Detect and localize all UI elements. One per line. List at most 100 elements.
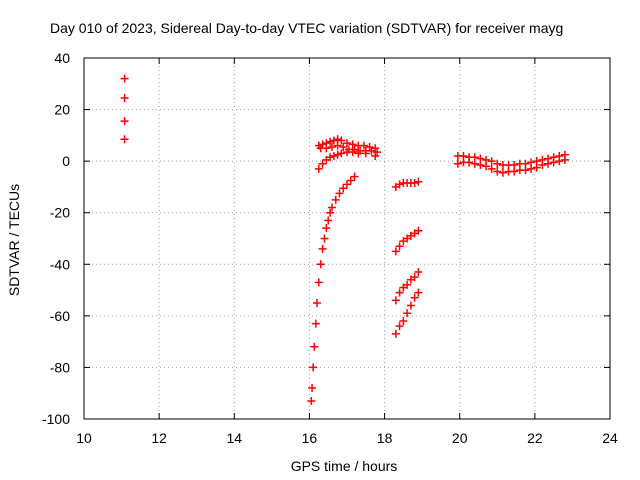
- data-point: [395, 322, 404, 331]
- x-tick-label: 24: [602, 430, 618, 446]
- data-point: [391, 247, 400, 256]
- y-tick-label: 0: [62, 153, 70, 169]
- data-point: [326, 153, 335, 162]
- data-point: [395, 288, 404, 297]
- data-point: [453, 159, 462, 168]
- data-point: [327, 203, 336, 212]
- data-point: [498, 168, 507, 177]
- data-point: [365, 142, 374, 151]
- data-point: [403, 309, 412, 318]
- data-point: [318, 159, 327, 168]
- data-point: [395, 180, 404, 189]
- grid: [84, 58, 610, 419]
- data-point: [316, 260, 325, 269]
- data-point: [318, 244, 327, 253]
- y-axis-label: SDTVAR / TECUs: [6, 184, 22, 296]
- data-point: [465, 158, 474, 167]
- data-point: [510, 167, 519, 176]
- data-point: [414, 177, 423, 186]
- data-point: [476, 161, 485, 170]
- data-point: [527, 164, 536, 173]
- data-point: [120, 135, 129, 144]
- data-point: [410, 179, 419, 188]
- data-point: [406, 301, 415, 310]
- x-tick-label: 14: [226, 430, 242, 446]
- data-point: [560, 155, 569, 164]
- data-point: [350, 172, 359, 181]
- data-point: [322, 224, 331, 233]
- y-tick-label: -80: [50, 359, 70, 375]
- data-point: [532, 163, 541, 172]
- data-point: [470, 159, 479, 168]
- x-tick-label: 16: [302, 430, 318, 446]
- data-point: [331, 195, 340, 204]
- data-point: [311, 319, 320, 328]
- data-point: [326, 208, 335, 217]
- data-point: [120, 74, 129, 83]
- data-point: [312, 298, 321, 307]
- data-point: [373, 148, 382, 157]
- data-point: [544, 159, 553, 168]
- data-point: [399, 317, 408, 326]
- data-point: [414, 268, 423, 277]
- data-point: [320, 234, 329, 243]
- data-point: [337, 136, 346, 145]
- data-point: [359, 141, 368, 150]
- data-point: [326, 137, 335, 146]
- y-tick-label: 20: [54, 102, 70, 118]
- data-point: [482, 162, 491, 171]
- data-point: [391, 296, 400, 305]
- data-point: [346, 176, 355, 185]
- data-point: [329, 151, 338, 160]
- data-point: [333, 150, 342, 159]
- x-tick-label: 18: [377, 430, 393, 446]
- data-point: [391, 329, 400, 338]
- y-tick-label: -40: [50, 256, 70, 272]
- data-point: [322, 144, 331, 153]
- data-point: [403, 280, 412, 289]
- data-point: [327, 142, 336, 151]
- data-point: [339, 184, 348, 193]
- data-point: [343, 180, 351, 189]
- data-point: [309, 363, 318, 372]
- x-tick-label: 12: [151, 430, 167, 446]
- data-point: [335, 189, 344, 198]
- data-point: [414, 226, 423, 235]
- plot-frame: [83, 57, 611, 420]
- data-point: [521, 166, 530, 175]
- data-point: [308, 384, 317, 393]
- data-point: [549, 158, 558, 167]
- data-point: [310, 342, 319, 351]
- data-point: [487, 157, 496, 166]
- data-point: [307, 396, 316, 405]
- x-tick-label: 10: [76, 430, 92, 446]
- data-point: [371, 151, 380, 160]
- data-point: [348, 140, 357, 149]
- data-point: [314, 164, 323, 173]
- data-point: [333, 141, 342, 150]
- chart-title: Day 010 of 2023, Sidereal Day-to-day VTE…: [50, 20, 563, 36]
- data-point: [410, 273, 419, 282]
- data-point: [395, 242, 404, 251]
- data-point: [120, 117, 129, 126]
- data-point: [367, 146, 376, 155]
- y-tick-label: -100: [42, 411, 70, 427]
- data-point: [538, 161, 547, 170]
- y-tick-label: -20: [50, 205, 70, 221]
- data-point: [414, 288, 423, 297]
- data-point: [337, 149, 346, 158]
- y-tick-label: 40: [54, 50, 70, 66]
- data-point: [318, 140, 327, 149]
- data-point: [487, 164, 496, 173]
- x-axis-label: GPS time / hours: [291, 458, 398, 474]
- data-point: [120, 93, 129, 102]
- data-point: [493, 159, 502, 168]
- data-point: [350, 145, 359, 154]
- data-point: [343, 139, 351, 148]
- data-point: [324, 216, 333, 225]
- data-point: [410, 293, 419, 302]
- y-tick-label: -60: [50, 308, 70, 324]
- data-point: [329, 136, 338, 145]
- data-points: [120, 74, 569, 405]
